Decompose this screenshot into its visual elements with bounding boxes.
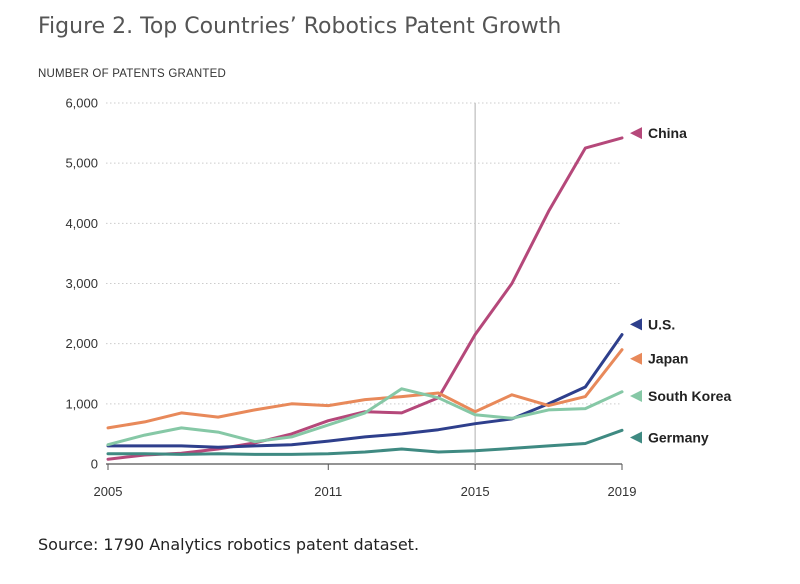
legend-marker-u-s — [630, 318, 642, 331]
x-tick-label: 2015 — [461, 484, 490, 499]
series-label-germany: Germany — [648, 430, 709, 446]
series-lines — [106, 136, 624, 461]
y-tick-label: 4,000 — [65, 216, 98, 231]
source-note: Source: 1790 Analytics robotics patent d… — [38, 535, 420, 554]
legend-marker-germany — [630, 431, 642, 444]
series-end-labels: China U.S. Japan South Korea Germany — [630, 125, 731, 446]
series-line-germany — [106, 428, 624, 456]
y-tick-label: 1,000 — [65, 396, 98, 411]
y-axis-title: NUMBER OF PATENTS GRANTED — [38, 68, 226, 80]
series-label-south-korea: South Korea — [648, 388, 731, 404]
figure-title: Figure 2. Top Countries’ Robotics Patent… — [38, 14, 562, 39]
x-tick-label: 2005 — [94, 484, 123, 499]
series-line-japan — [106, 348, 624, 430]
gridlines — [106, 102, 622, 405]
y-tick-label: 3,000 — [65, 276, 98, 291]
legend-marker-china — [630, 127, 642, 140]
x-tick-label: 2011 — [314, 484, 342, 499]
legend-marker-south-korea — [630, 390, 642, 403]
series-line-south-korea — [106, 387, 624, 447]
y-tick-label: 5,000 — [65, 156, 98, 171]
y-tick-label: 6,000 — [65, 96, 98, 111]
series-label-u-s: U.S. — [648, 316, 675, 332]
x-tick-label: 2019 — [608, 484, 637, 499]
y-tick-label: 2,000 — [65, 336, 98, 351]
axes: 0 1,000 2,000 3,000 4,000 5,000 6,000 2005 2011 2… — [65, 96, 636, 500]
y-tick-label: 0 — [91, 457, 98, 472]
legend-marker-japan — [630, 352, 642, 365]
series-label-china: China — [648, 125, 687, 141]
series-label-japan: Japan — [648, 351, 688, 367]
series-line-u-s — [106, 333, 624, 449]
